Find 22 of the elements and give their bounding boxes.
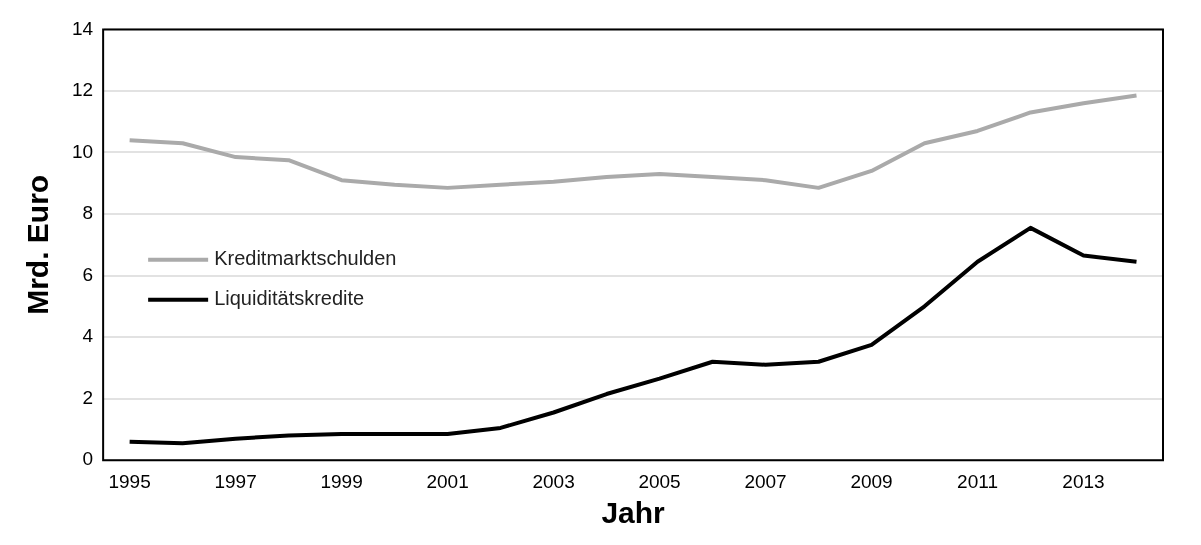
x-tick-label: 2013	[1062, 470, 1105, 492]
y-tick-label: 8	[82, 202, 94, 224]
x-tick-label: 1999	[320, 470, 363, 492]
x-tick-label: 2003	[532, 470, 575, 492]
x-tick-label: 1997	[214, 470, 257, 492]
x-tick-label: 2007	[744, 470, 787, 492]
x-tick-label: 2005	[638, 470, 681, 492]
y-tick-label: 10	[71, 140, 94, 162]
y-tick-label: 12	[71, 79, 94, 101]
legend-label: Kreditmarktschulden	[214, 247, 397, 270]
x-tick-label: 2011	[957, 470, 998, 492]
y-tick-label: 14	[71, 17, 94, 39]
x-tick-label: 2001	[426, 470, 469, 492]
x-tick-label: 2009	[850, 470, 893, 492]
y-tick-label: 0	[82, 448, 94, 470]
y-axis-title: Mrd. Euro	[21, 174, 55, 315]
x-axis-title: Jahr	[601, 496, 666, 530]
legend-label: Liquiditätskredite	[214, 287, 365, 310]
y-tick-label: 6	[82, 263, 94, 285]
y-tick-label: 2	[82, 386, 94, 408]
x-tick-label: 1995	[108, 470, 151, 492]
y-tick-label: 4	[82, 325, 94, 347]
